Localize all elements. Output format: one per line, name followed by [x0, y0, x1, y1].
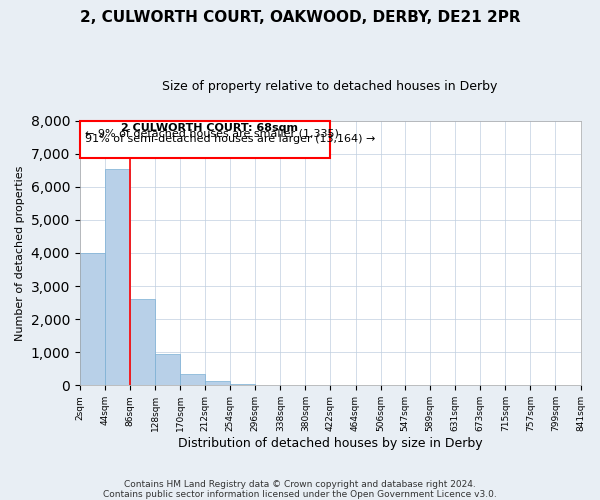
- Text: 91% of semi-detached houses are larger (13,164) →: 91% of semi-detached houses are larger (…: [85, 134, 375, 144]
- Bar: [155, 354, 180, 386]
- Bar: [80, 253, 105, 386]
- FancyBboxPatch shape: [80, 120, 331, 158]
- Bar: [230, 384, 255, 386]
- Text: 2 CULWORTH COURT: 68sqm: 2 CULWORTH COURT: 68sqm: [121, 123, 298, 133]
- Bar: [130, 300, 155, 386]
- Text: Contains public sector information licensed under the Open Government Licence v3: Contains public sector information licen…: [103, 490, 497, 499]
- Title: Size of property relative to detached houses in Derby: Size of property relative to detached ho…: [163, 80, 498, 93]
- Bar: [205, 382, 230, 386]
- Text: Contains HM Land Registry data © Crown copyright and database right 2024.: Contains HM Land Registry data © Crown c…: [124, 480, 476, 489]
- X-axis label: Distribution of detached houses by size in Derby: Distribution of detached houses by size …: [178, 437, 482, 450]
- Bar: [105, 168, 130, 386]
- Text: 2, CULWORTH COURT, OAKWOOD, DERBY, DE21 2PR: 2, CULWORTH COURT, OAKWOOD, DERBY, DE21 …: [80, 10, 520, 25]
- Bar: [180, 374, 205, 386]
- Y-axis label: Number of detached properties: Number of detached properties: [15, 166, 25, 340]
- Text: ← 9% of detached houses are smaller (1,335): ← 9% of detached houses are smaller (1,3…: [85, 128, 338, 138]
